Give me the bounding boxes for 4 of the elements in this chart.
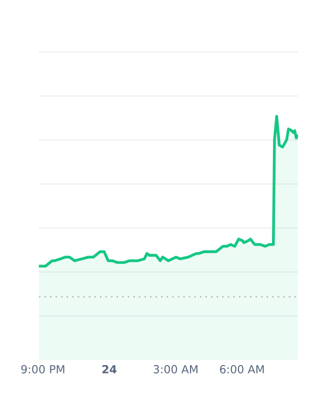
x-tick-label: 24 — [102, 365, 117, 374]
x-tick-label: 6:00 AM — [220, 365, 264, 374]
x-tick-label: 3:00 AM — [154, 365, 198, 374]
x-tick-label: 9:00 PM — [21, 365, 64, 374]
